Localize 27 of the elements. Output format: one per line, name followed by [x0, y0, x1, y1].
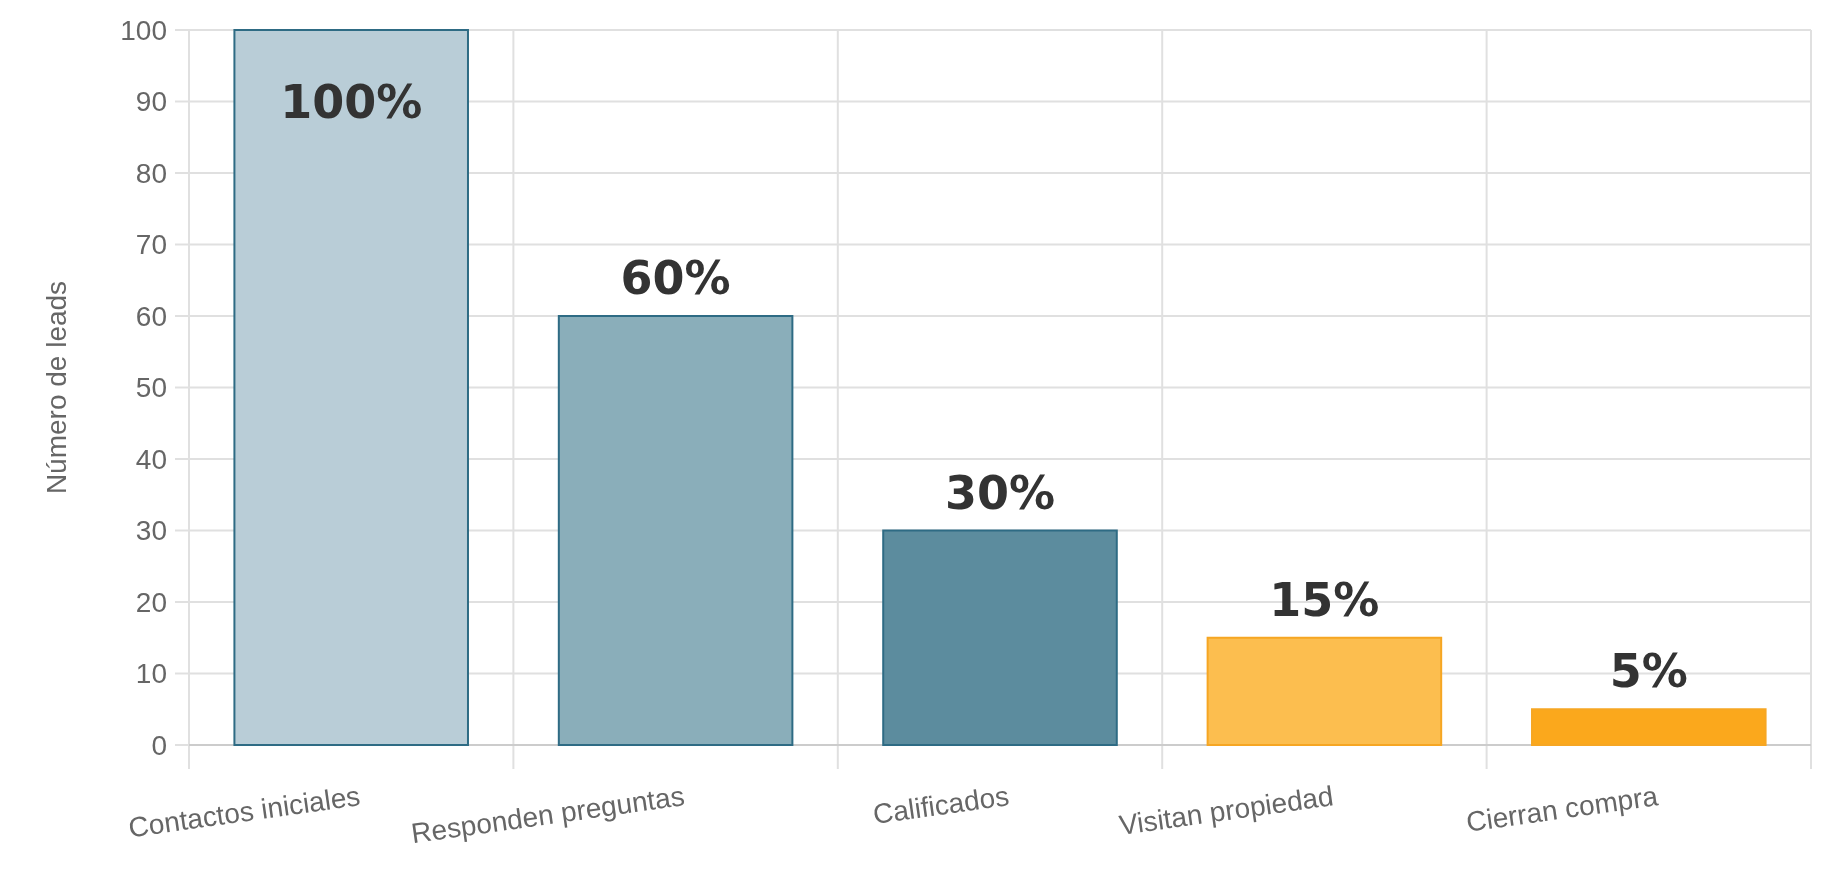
data-label: 5%: [1609, 644, 1688, 699]
data-label: 30%: [944, 465, 1056, 520]
y-tick-label: 0: [151, 729, 167, 761]
y-tick-label: 10: [135, 658, 167, 690]
y-tick-label: 30: [135, 515, 167, 547]
y-tick-label: 100: [120, 14, 167, 46]
y-tick-label: 20: [135, 586, 167, 618]
bar: [1206, 636, 1443, 746]
x-tick-label: Calificados: [870, 780, 1011, 830]
bar: [1531, 708, 1767, 746]
y-tick-label: 60: [135, 300, 167, 332]
y-tick-label: 80: [135, 157, 167, 189]
y-tick-label: 90: [135, 86, 167, 118]
x-tick-label: Cierran compra: [1464, 780, 1661, 838]
x-tick-label: Contactos iniciales: [126, 780, 363, 844]
y-tick-label: 50: [135, 372, 167, 404]
bar: [233, 29, 469, 746]
bar: [557, 315, 794, 746]
x-tick-label: Visitan propiedad: [1117, 780, 1336, 841]
y-axis-title: Número de leads: [41, 280, 72, 495]
data-label: 15%: [1269, 572, 1380, 627]
y-tick-label: 70: [135, 229, 167, 261]
bar: [882, 529, 1118, 746]
data-label: 60%: [620, 251, 731, 305]
data-label: 100%: [280, 75, 423, 129]
x-tick-label: Responden preguntas: [409, 780, 687, 850]
y-tick-label: 40: [135, 443, 167, 475]
